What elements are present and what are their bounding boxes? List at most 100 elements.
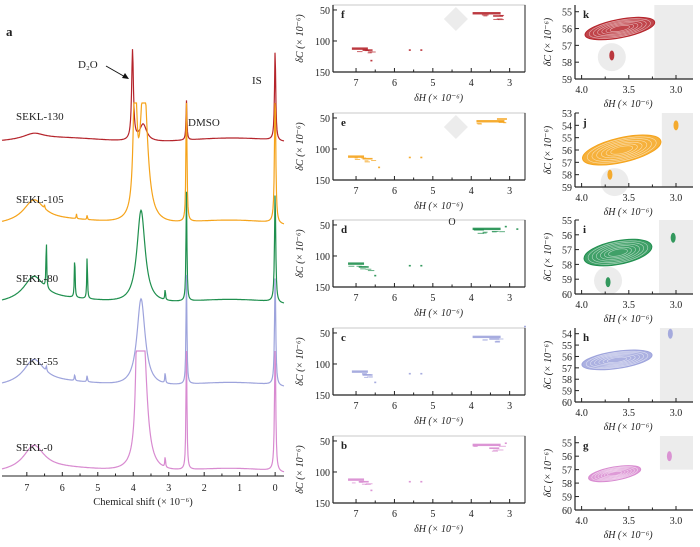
cross-peak (524, 325, 526, 328)
cross-peak-fragment (369, 51, 376, 53)
cross-peak (348, 155, 365, 158)
contour-ring (597, 468, 632, 480)
x-tick-label: 3.0 (670, 408, 683, 419)
plot-frame (332, 112, 526, 181)
y-tick-label: 50 (320, 6, 330, 17)
contour-ring (597, 21, 643, 37)
panel-k: 55 56 57 58 594.0 3.5 3.0 k δH (× 10⁻⁶) δC (× 10⁻… (543, 5, 693, 110)
x-tick-label: 3.5 (623, 408, 636, 419)
x-tick-label: 5 (430, 78, 435, 89)
cross-peak (516, 228, 519, 230)
contour-ring (600, 469, 629, 479)
contour-ring (605, 23, 635, 34)
x-axis-title: δH (× 10⁻⁶) (414, 93, 464, 104)
y-tick-label: 55 (562, 341, 572, 352)
cross-peak (351, 47, 368, 50)
x-axis-title: δH (× 10⁻⁶) (604, 422, 654, 433)
x-tick-label: 4.0 (575, 85, 588, 96)
y-tick-label: 150 (315, 68, 330, 79)
contour-ring (607, 471, 623, 477)
cross-peak (370, 489, 373, 492)
cross-peak-fragment (492, 231, 497, 233)
contour-ring (605, 143, 638, 157)
y-axis-title: δC (× 10⁻⁶) (295, 445, 306, 494)
contour-ring (601, 22, 639, 35)
y-axis-title: δC (× 10⁻⁶) (543, 17, 554, 66)
series-SEKL-55: SEKL-55 (1, 274, 285, 387)
cross-peak-fragment (496, 18, 503, 20)
contour-ring (587, 240, 649, 265)
y-tick-label: 50 (320, 437, 330, 448)
y-tick-label: 59 (562, 275, 572, 286)
cross-peak-fragment (366, 483, 373, 485)
x-tick-label: 3 (507, 401, 512, 412)
y-tick-label: 55 (562, 439, 572, 450)
y-tick-label: 60 (562, 506, 572, 517)
y-tick-label: 50 (320, 221, 330, 232)
contour-ring (610, 145, 634, 155)
shade-region (443, 7, 468, 31)
x-axis-title: δH (× 10⁻⁶) (604, 530, 654, 541)
cross-peak (504, 442, 507, 445)
x-tick-label: 4 (469, 293, 474, 304)
x-tick-label: 4 (469, 78, 474, 89)
minor-cross-peak (673, 120, 679, 131)
cross-peak (362, 49, 373, 51)
cross-peak-fragment (481, 14, 489, 16)
panel-d: O 50 100 150 7 6 5 4 3 d δH (× 10⁻⁶) δC (× 10⁻⁶) (295, 217, 526, 319)
contour-ring (590, 352, 644, 368)
annotation-dmso: DMSO (188, 117, 220, 129)
cross-peak-fragment (482, 232, 487, 234)
cross-peak-fragment (366, 376, 373, 378)
cross-peak-fragment (496, 449, 504, 451)
cross-peak (472, 12, 501, 15)
x-tick-label: 3.5 (623, 85, 636, 96)
y-axis-title: δC (× 10⁻⁶) (295, 337, 306, 386)
x-tick-label: 5 (95, 483, 100, 494)
x-tick-label: 4.0 (575, 193, 588, 204)
cross-peak-fragment (499, 338, 504, 340)
cross-peak-fragment (365, 268, 372, 270)
cross-peak (374, 274, 377, 277)
cross-peak (472, 227, 501, 231)
shade-circle (600, 168, 629, 197)
panel-label-f: f (341, 9, 345, 21)
x-tick-label: 4 (469, 509, 474, 520)
contour-ring (596, 140, 648, 160)
y-tick-label: 58 (562, 171, 572, 182)
y-tick-label: 100 (315, 468, 330, 479)
panel-label-i: i (583, 224, 586, 236)
cross-peak-fragment (498, 121, 506, 123)
panel-label-b: b (341, 440, 347, 452)
y-axis-title: δC (× 10⁻⁶) (295, 122, 306, 171)
contour-ring (585, 350, 649, 369)
cross-peak (496, 118, 507, 120)
cross-peak-fragment (498, 445, 506, 447)
x-axis-title: δH (× 10⁻⁶) (414, 524, 464, 535)
contour-ring (594, 467, 635, 481)
x-tick-label: 4 (469, 186, 474, 197)
contour-ring (606, 356, 628, 363)
panel-label-h: h (583, 332, 589, 344)
x-tick-label: 7 (354, 293, 359, 304)
cross-peak-fragment (351, 482, 356, 484)
cross-peak-fragment (482, 231, 488, 233)
panel-label-e: e (341, 117, 346, 129)
panel-label-c: c (341, 332, 346, 344)
x-tick-label: 7 (354, 401, 359, 412)
x-tick-label: 5 (430, 186, 435, 197)
x-tick-label: 2 (202, 483, 207, 494)
cross-peak-fragment (477, 232, 485, 234)
y-axis-title: δC (× 10⁻⁶) (543, 125, 554, 174)
x-tick-label: 3.0 (670, 300, 683, 311)
minor-cross-peak (666, 451, 672, 462)
y-tick-label: 58 (562, 260, 572, 271)
cross-peak (493, 15, 504, 17)
cross-peak (348, 262, 365, 265)
y-tick-label: 57 (562, 364, 572, 375)
x-tick-label: 3 (507, 78, 512, 89)
cross-peak (420, 156, 423, 159)
cross-peak (408, 156, 411, 159)
